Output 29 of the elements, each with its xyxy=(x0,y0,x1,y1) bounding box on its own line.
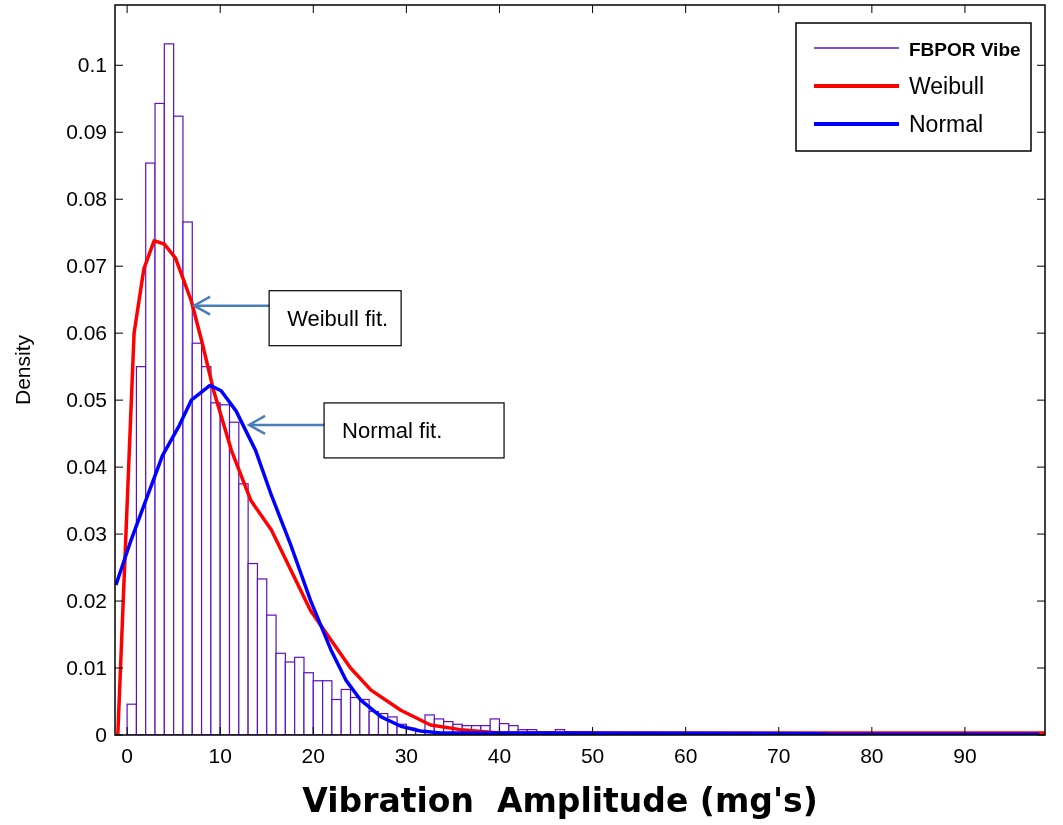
y-tick-label: 0 xyxy=(95,723,107,746)
x-tick-label: 80 xyxy=(860,744,884,767)
y-tick-label: 0.04 xyxy=(66,455,108,479)
x-tick-label: 40 xyxy=(487,744,512,767)
legend-label: FBPOR Vibe xyxy=(909,39,1021,60)
legend-label: Normal xyxy=(909,111,984,137)
x-axis-title: Vibration Amplitude (mg's) xyxy=(302,781,818,820)
y-tick-label: 0.01 xyxy=(66,656,107,680)
line-series xyxy=(115,383,1042,735)
x-tick-label: 90 xyxy=(953,744,977,767)
x-tick-label: 20 xyxy=(301,744,325,767)
y-tick-label: 0.07 xyxy=(66,254,107,278)
y-axis-title: Density xyxy=(11,334,34,406)
y-tick-label: 0.09 xyxy=(66,120,107,144)
x-tick-label: 60 xyxy=(673,744,698,767)
y-tick-label: 0.05 xyxy=(66,388,107,412)
annotation: Normal fit. xyxy=(342,418,443,444)
x-tick-label: 30 xyxy=(394,744,419,767)
y-tick-label: 0.02 xyxy=(66,589,107,613)
y-tick-label: 0.1 xyxy=(77,53,107,77)
x-tick-label: 50 xyxy=(580,744,605,767)
y-tick-label: 0.03 xyxy=(66,522,107,546)
x-tick-label: 70 xyxy=(767,744,791,767)
x-tick-label: 10 xyxy=(208,744,232,767)
legend-label: Weibull xyxy=(909,73,984,99)
annotation: Weibull fit. xyxy=(287,306,389,332)
y-tick-label: 0.08 xyxy=(66,187,107,211)
x-tick-label: 0 xyxy=(121,744,133,767)
y-tick-label: 0.06 xyxy=(66,321,107,345)
